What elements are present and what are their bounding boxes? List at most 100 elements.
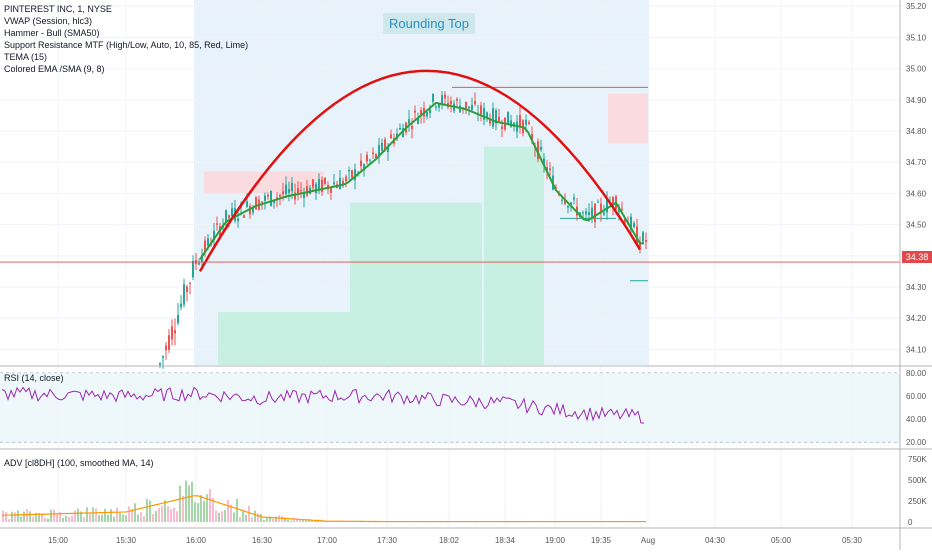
adv-bar <box>161 505 163 522</box>
adv-bar <box>257 513 259 522</box>
adv-bar <box>206 494 208 522</box>
candle-body <box>468 106 470 109</box>
adv-tick-label: 750K <box>908 455 927 464</box>
adv-bar <box>56 513 58 522</box>
adv-bar <box>230 504 232 522</box>
candle-body <box>228 215 230 218</box>
adv-bar <box>170 509 172 522</box>
candle-body <box>528 122 530 124</box>
candle-body <box>312 179 314 188</box>
candle-body <box>645 240 647 242</box>
candle-body <box>210 244 212 246</box>
candle-body <box>483 108 485 120</box>
candle-body <box>585 211 587 215</box>
candle-body <box>231 208 233 217</box>
candle-body <box>495 110 497 124</box>
candle-body <box>411 126 413 130</box>
candle-body <box>438 103 440 108</box>
candle-body <box>183 284 185 305</box>
candle-body <box>567 205 569 208</box>
candle-body <box>408 119 410 124</box>
candle-body <box>291 183 293 192</box>
adv-bar <box>50 509 52 522</box>
y-tick-label: 34.20 <box>906 314 927 323</box>
candle-body <box>213 230 215 241</box>
candle-body <box>324 177 326 185</box>
candle-body <box>510 120 512 127</box>
candle-body <box>531 134 533 142</box>
y-tick-label: 34.60 <box>906 189 927 198</box>
adv-bar <box>272 518 274 522</box>
x-tick-label: 05:00 <box>771 536 792 545</box>
adv-bar <box>95 508 97 522</box>
rsi-tick-label: 20.00 <box>906 438 927 447</box>
candle-body <box>318 178 320 191</box>
candle-body <box>564 199 566 204</box>
x-tick-label: 19:35 <box>591 536 612 545</box>
candle-body <box>417 118 419 124</box>
adv-bar <box>254 510 256 522</box>
candle-body <box>270 190 272 207</box>
candle-body <box>624 218 626 222</box>
candle-body <box>381 142 383 151</box>
adv-bar <box>209 488 211 522</box>
adv-bar <box>296 518 298 522</box>
adv-bar <box>107 515 109 522</box>
adv-bar <box>191 482 193 522</box>
candle-body <box>621 208 623 210</box>
candle-body <box>570 202 572 207</box>
candle-body <box>426 112 428 117</box>
rsi-tick-label: 40.00 <box>906 415 927 424</box>
adv-bar <box>293 517 295 522</box>
candle-body <box>198 262 200 265</box>
x-tick-label: 17:30 <box>377 536 398 545</box>
y-tick-label: 35.10 <box>906 33 927 42</box>
candle-body <box>279 194 281 197</box>
candle-body <box>507 111 509 125</box>
ema-line <box>199 101 644 260</box>
adv-bar <box>188 485 190 522</box>
adv-bar <box>143 516 145 522</box>
candle-body <box>321 179 323 192</box>
adv-bar <box>23 511 25 522</box>
legend-item: Colored EMA /SMA (9, 8) <box>4 64 105 74</box>
adv-bar <box>113 516 115 522</box>
adv-bar <box>227 499 229 522</box>
legend-item: Support Resistance MTF (High/Low, Auto, … <box>4 40 249 50</box>
adv-bar <box>149 500 151 522</box>
candle-body <box>372 152 374 154</box>
adv-bar <box>44 517 46 522</box>
adv-bar <box>176 511 178 522</box>
adv-bar <box>125 515 127 522</box>
candle-body <box>348 170 350 172</box>
candle-body <box>588 211 590 216</box>
adv-bar <box>98 515 100 522</box>
candle-body <box>540 146 542 150</box>
candle-body <box>369 159 371 161</box>
candle-body <box>432 94 434 102</box>
candle-body <box>591 207 593 217</box>
candle-body <box>207 238 209 246</box>
candle-body <box>255 197 257 210</box>
adv-bar <box>305 519 307 522</box>
rsi-tick-label: 60.00 <box>906 392 927 401</box>
rsi-label: RSI (14, close) <box>4 373 64 383</box>
rsi-band <box>0 373 900 443</box>
adv-bar <box>269 516 271 522</box>
candle-body <box>297 188 299 193</box>
adv-bar <box>236 498 238 522</box>
legend-item: TEMA (15) <box>4 52 48 62</box>
rounding-top-curve <box>198 69 642 273</box>
adv-bar <box>263 519 265 522</box>
adv-bar <box>8 519 10 522</box>
candle-body <box>186 286 188 293</box>
candle-body <box>402 128 404 138</box>
candle-body <box>630 216 632 231</box>
adv-bar <box>167 506 169 522</box>
resistance-zone <box>608 93 648 144</box>
candle-body <box>288 188 290 193</box>
adv-bar <box>173 507 175 522</box>
legend-item: Hammer - Bull (SMA50) <box>4 28 100 38</box>
adv-bar <box>32 516 34 522</box>
